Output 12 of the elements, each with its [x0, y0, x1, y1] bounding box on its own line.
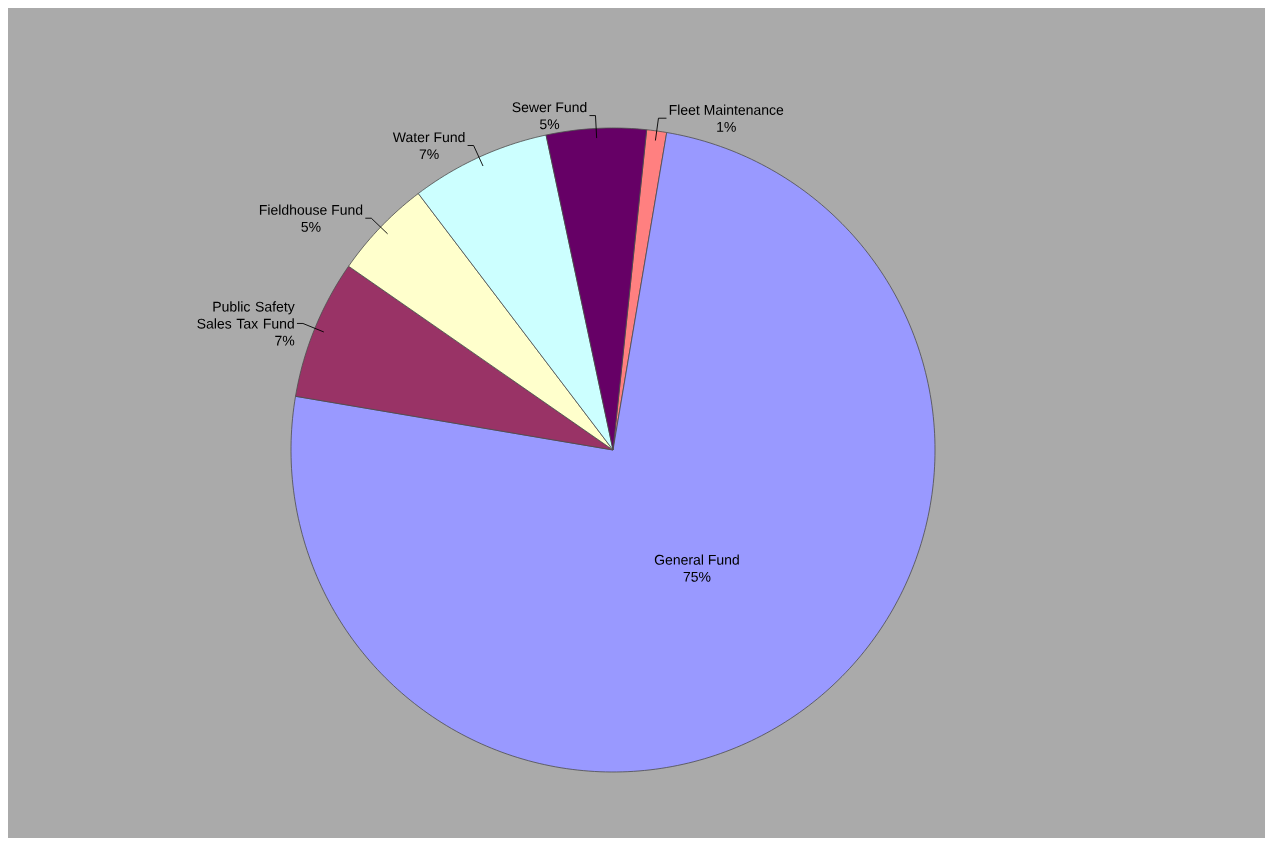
data-label: 7%	[419, 149, 439, 160]
slice-label: Fieldhouse Fund	[259, 204, 363, 215]
data-label: 5%	[539, 119, 560, 130]
slice-label: Public Safety Sales Tax Fund	[197, 301, 295, 329]
data-label: 5%	[301, 221, 321, 232]
data-label: 7%	[275, 335, 295, 346]
slice-label: Fleet Maintenance	[669, 104, 784, 115]
data-label: 75%	[683, 571, 711, 582]
data-label: 1%	[717, 122, 736, 132]
slice-label: General Fund	[654, 554, 739, 565]
slice-label: Sewer Fund	[512, 101, 587, 113]
slice-label: Water Fund	[392, 131, 465, 143]
